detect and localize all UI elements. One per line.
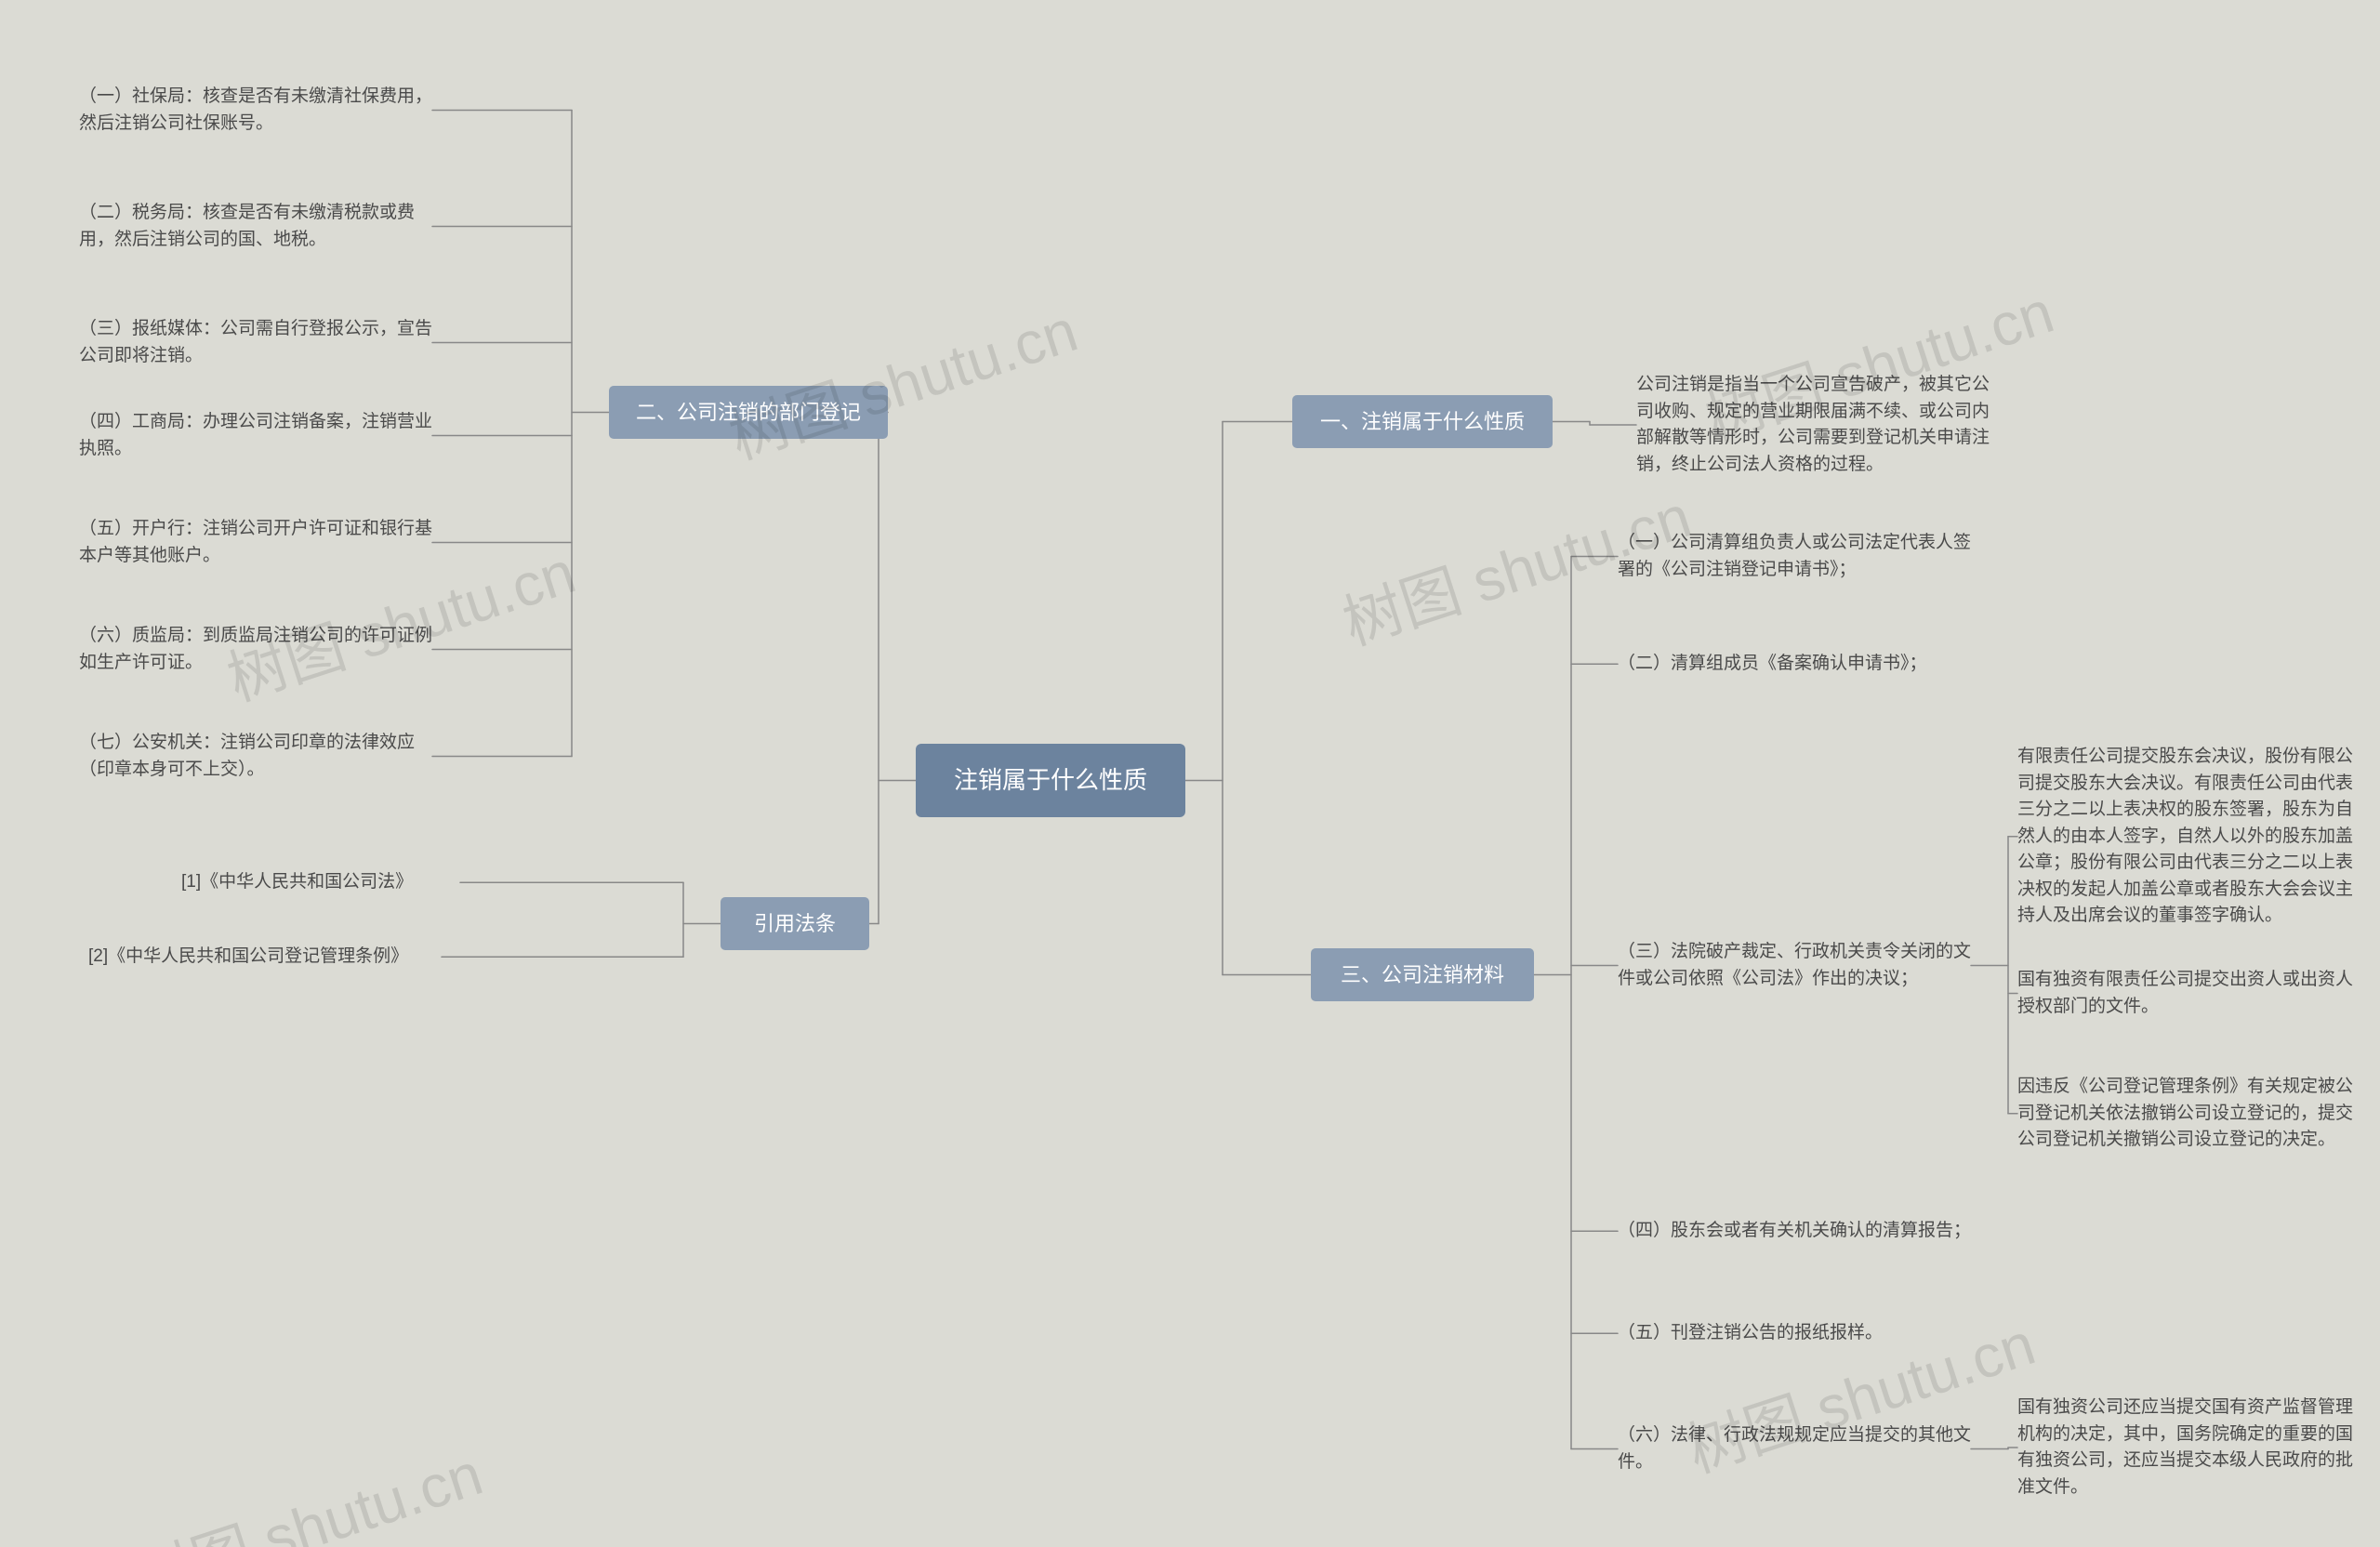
branch-l4: 引用法条 [721,897,869,950]
leaf-l2c2: （二）税务局：核查是否有未缴清税款或费用，然后注销公司的国、地税。 [79,200,432,253]
branch-r1: 一、注销属于什么性质 [1292,395,1553,448]
root-node: 注销属于什么性质 [916,744,1185,817]
leaf-r3c6a: 国有独资公司还应当提交国有资产监督管理机构的决定，其中，国务院确定的重要的国有独… [2017,1395,2361,1501]
leaf-r3c3c: 因违反《公司登记管理条例》有关规定被公司登记机关依法撤销公司设立登记的，提交公司… [2017,1074,2361,1154]
leaf-r3c3: （三）法院破产裁定、行政机关责令关闭的文件或公司依照《公司法》作出的决议； [1618,939,1971,992]
leaf-l2c3: （三）报纸媒体：公司需自行登报公示，宣告公司即将注销。 [79,316,432,369]
leaf-r3c6: （六）法律、行政法规规定应当提交的其他文件。 [1618,1422,1971,1475]
leaf-l4c2: [2]《中华人民共和国公司登记管理条例》 [88,944,442,971]
leaf-r3c5: （五）刊登注销公告的报纸报样。 [1618,1320,1971,1347]
leaf-l4c1: [1]《中华人民共和国公司法》 [181,869,460,896]
leaf-l2c6: （六）质监局：到质监局注销公司的许可证例如生产许可证。 [79,623,432,676]
branch-l2: 二、公司注销的部门登记 [609,386,888,439]
branch-r3: 三、公司注销材料 [1311,948,1534,1001]
watermark: 树图 shutu.cn [123,1427,492,1547]
leaf-r3c2: （二）清算组成员《备案确认申请书》； [1618,651,1971,678]
leaf-r3c4: （四）股东会或者有关机关确认的清算报告； [1618,1218,1971,1245]
leaf-l2c4: （四）工商局：办理公司注销备案，注销营业执照。 [79,409,432,462]
leaf-l2c5: （五）开户行：注销公司开户许可证和银行基本户等其他账户。 [79,516,432,569]
leaf-r3c3a: 有限责任公司提交股东会决议，股份有限公司提交股东大会决议。有限责任公司由代表三分… [2017,744,2361,930]
leaf-r3c3b: 国有独资有限责任公司提交出资人或出资人授权部门的文件。 [2017,967,2361,1020]
leaf-l2c1: （一）社保局：核查是否有未缴清社保费用，然后注销公司社保账号。 [79,84,432,137]
leaf-l2c7: （七）公安机关：注销公司印章的法律效应（印章本身可不上交）。 [79,730,432,783]
watermark: 树图 shutu.cn [718,284,1087,476]
leaf-r3c1: （一）公司清算组负责人或公司法定代表人签署的《公司注销登记申请书》； [1618,530,1971,583]
leaf-r1c1: 公司注销是指当一个公司宣告破产，被其它公司收购、规定的营业期限届满不续、或公司内… [1636,372,1990,478]
